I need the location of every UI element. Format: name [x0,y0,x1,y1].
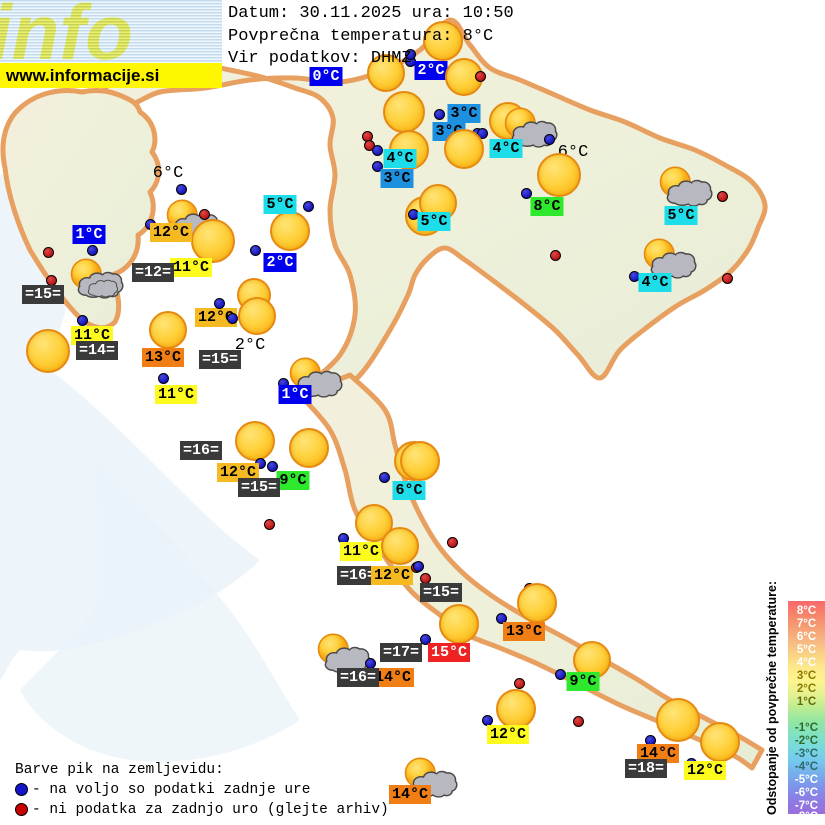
svg-text:www.informacije.si: www.informacije.si [5,66,159,85]
